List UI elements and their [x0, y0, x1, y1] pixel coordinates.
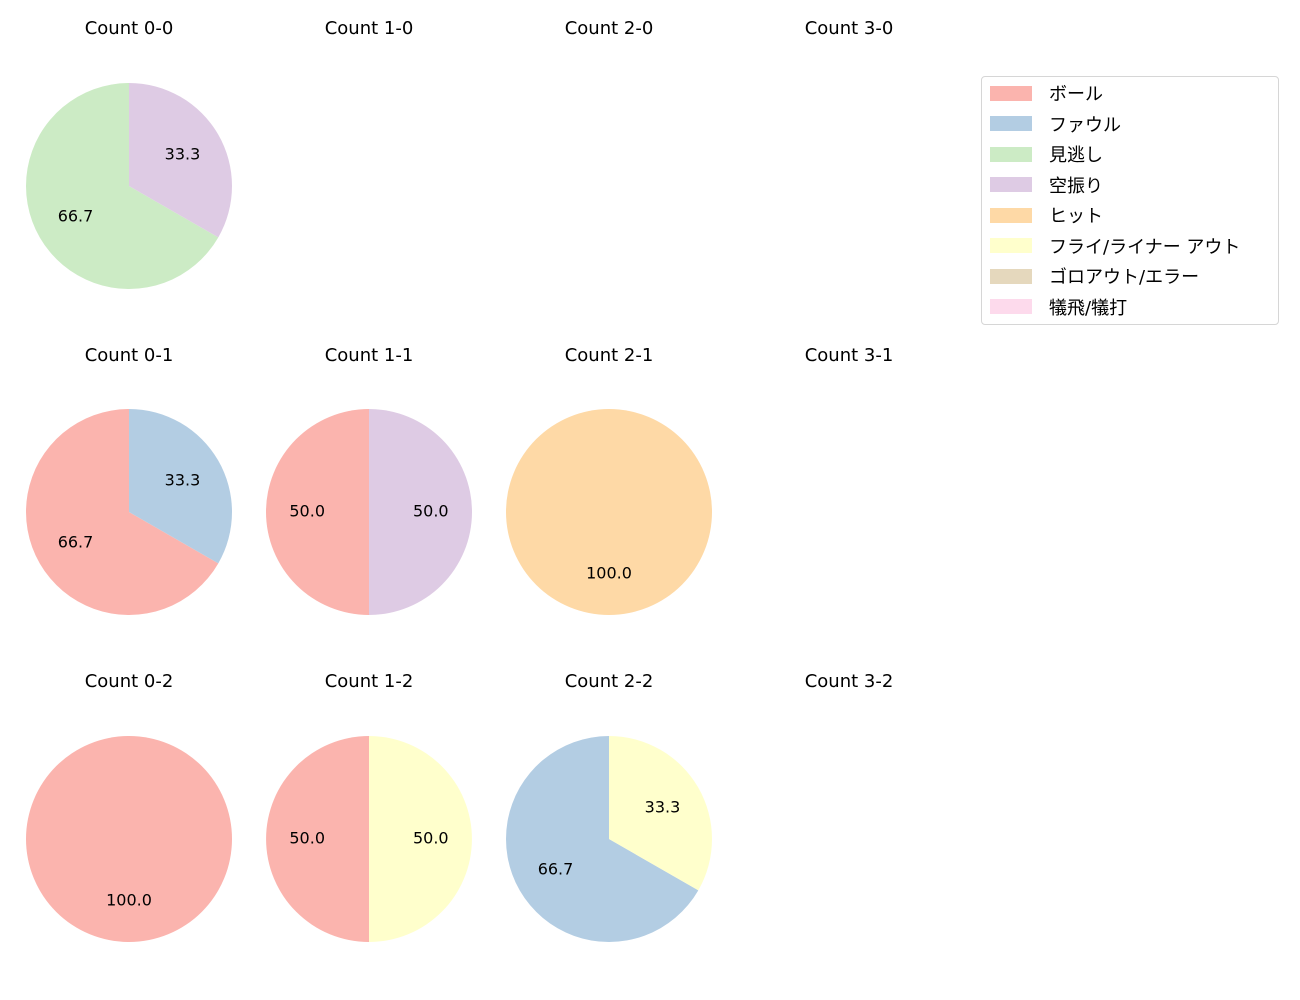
- legend-item: ボール: [990, 81, 1103, 105]
- pie-wedge: [26, 83, 219, 289]
- pie-wedge: [26, 409, 219, 615]
- subplot-title: Count 0-2: [85, 671, 174, 692]
- legend-label: ファウル: [1049, 114, 1121, 136]
- legend-swatch: [990, 116, 1032, 131]
- pie-wedge: [369, 736, 472, 942]
- pie-wedge: [369, 409, 472, 615]
- wedge-percent-label: 33.3: [645, 798, 681, 817]
- wedge-percent-label: 66.7: [538, 859, 574, 878]
- wedge-percent-label: 50.0: [289, 829, 325, 848]
- wedge-percent-label: 50.0: [413, 829, 449, 848]
- subplot-title: Count 0-1: [85, 345, 174, 366]
- legend-item: ファウル: [990, 112, 1121, 136]
- legend-swatch: [990, 268, 1032, 284]
- subplot-title: Count 2-2: [565, 671, 654, 692]
- pie-subplot: Count 2-1 100.0: [506, 345, 712, 615]
- wedge-percent-label: 66.7: [58, 206, 94, 225]
- subplot-title: Count 2-1: [565, 345, 654, 366]
- pie-subplot: Count 0-0 66.7 33.3: [26, 18, 233, 289]
- wedge-percent-label: 50.0: [289, 502, 325, 521]
- legend-item: 見逃し: [990, 142, 1103, 166]
- pie-subplot: Count 2-0: [565, 18, 654, 39]
- legend-label: 犠飛/犠打: [1049, 297, 1128, 319]
- legend-item: 犠飛/犠打: [990, 295, 1127, 319]
- pie-wedge: [506, 409, 712, 615]
- pie-wedge: [266, 409, 369, 615]
- legend-swatch: [990, 238, 1032, 253]
- pie-wedge: [129, 409, 233, 564]
- pie-subplot: Count 3-1: [805, 345, 894, 366]
- legend: ボールファウル見逃し空振りヒットフライ/ライナー アウト ゴロアウト/エラー 犠飛/…: [981, 76, 1279, 325]
- legend-label: ヒット: [1049, 206, 1103, 227]
- subplot-title: Count 3-0: [805, 18, 894, 39]
- legend-label: 見逃し: [1049, 145, 1103, 166]
- subplot-title: Count 3-1: [805, 345, 894, 366]
- wedge-percent-label: 66.7: [58, 532, 94, 551]
- pie-subplot: Count 2-2 66.7 33.3: [506, 671, 712, 942]
- pie-wedge: [26, 736, 232, 942]
- subplot-title: Count 2-0: [565, 18, 654, 39]
- legend-item: ヒット: [990, 203, 1103, 227]
- wedge-percent-label: 33.3: [165, 471, 201, 490]
- subplot-title: Count 1-1: [325, 345, 414, 366]
- legend-label: フライ/ライナー アウト: [1049, 236, 1241, 258]
- legend-swatch: [990, 299, 1032, 314]
- legend-label: ゴロアウト/エラー: [1049, 267, 1200, 288]
- pie-wedge: [129, 83, 233, 238]
- wedge-percent-label: 100.0: [586, 563, 632, 582]
- subplot-title: Count 0-0: [85, 18, 174, 39]
- pie-subplot: Count 3-0: [805, 18, 894, 39]
- legend-swatch: [990, 177, 1032, 192]
- legend-item: ゴロアウト/エラー: [990, 264, 1199, 288]
- pie-subplot: Count 0-2 100.0: [26, 671, 232, 942]
- legend-item: 空振り: [990, 173, 1103, 197]
- pie-subplot: Count 1-1 50.0 50.0: [266, 345, 472, 615]
- wedge-percent-label: 33.3: [165, 145, 201, 164]
- legend-swatch: [990, 146, 1032, 162]
- pie-subplot: Count 1-0: [325, 18, 414, 39]
- subplot-title: Count 3-2: [805, 671, 894, 692]
- pie-subplot: Count 0-1 66.7 33.3: [26, 345, 233, 615]
- wedge-percent-label: 50.0: [413, 502, 449, 521]
- legend-label: ボール: [1049, 84, 1103, 105]
- subplot-title: Count 1-0: [325, 18, 414, 39]
- pie-wedge: [506, 736, 699, 942]
- legend-swatch: [990, 85, 1032, 101]
- pie-subplot: Count 3-2: [805, 671, 894, 692]
- pie-wedge: [609, 736, 712, 891]
- wedge-percent-label: 100.0: [106, 890, 152, 909]
- legend-item: フライ/ライナー アウト: [990, 234, 1240, 258]
- legend-label: 空振り: [1049, 175, 1103, 197]
- pie-subplot: Count 1-2 50.0 50.0: [266, 671, 472, 942]
- legend-swatch: [990, 207, 1032, 223]
- pie-wedge: [266, 736, 369, 942]
- subplot-title: Count 1-2: [325, 671, 414, 692]
